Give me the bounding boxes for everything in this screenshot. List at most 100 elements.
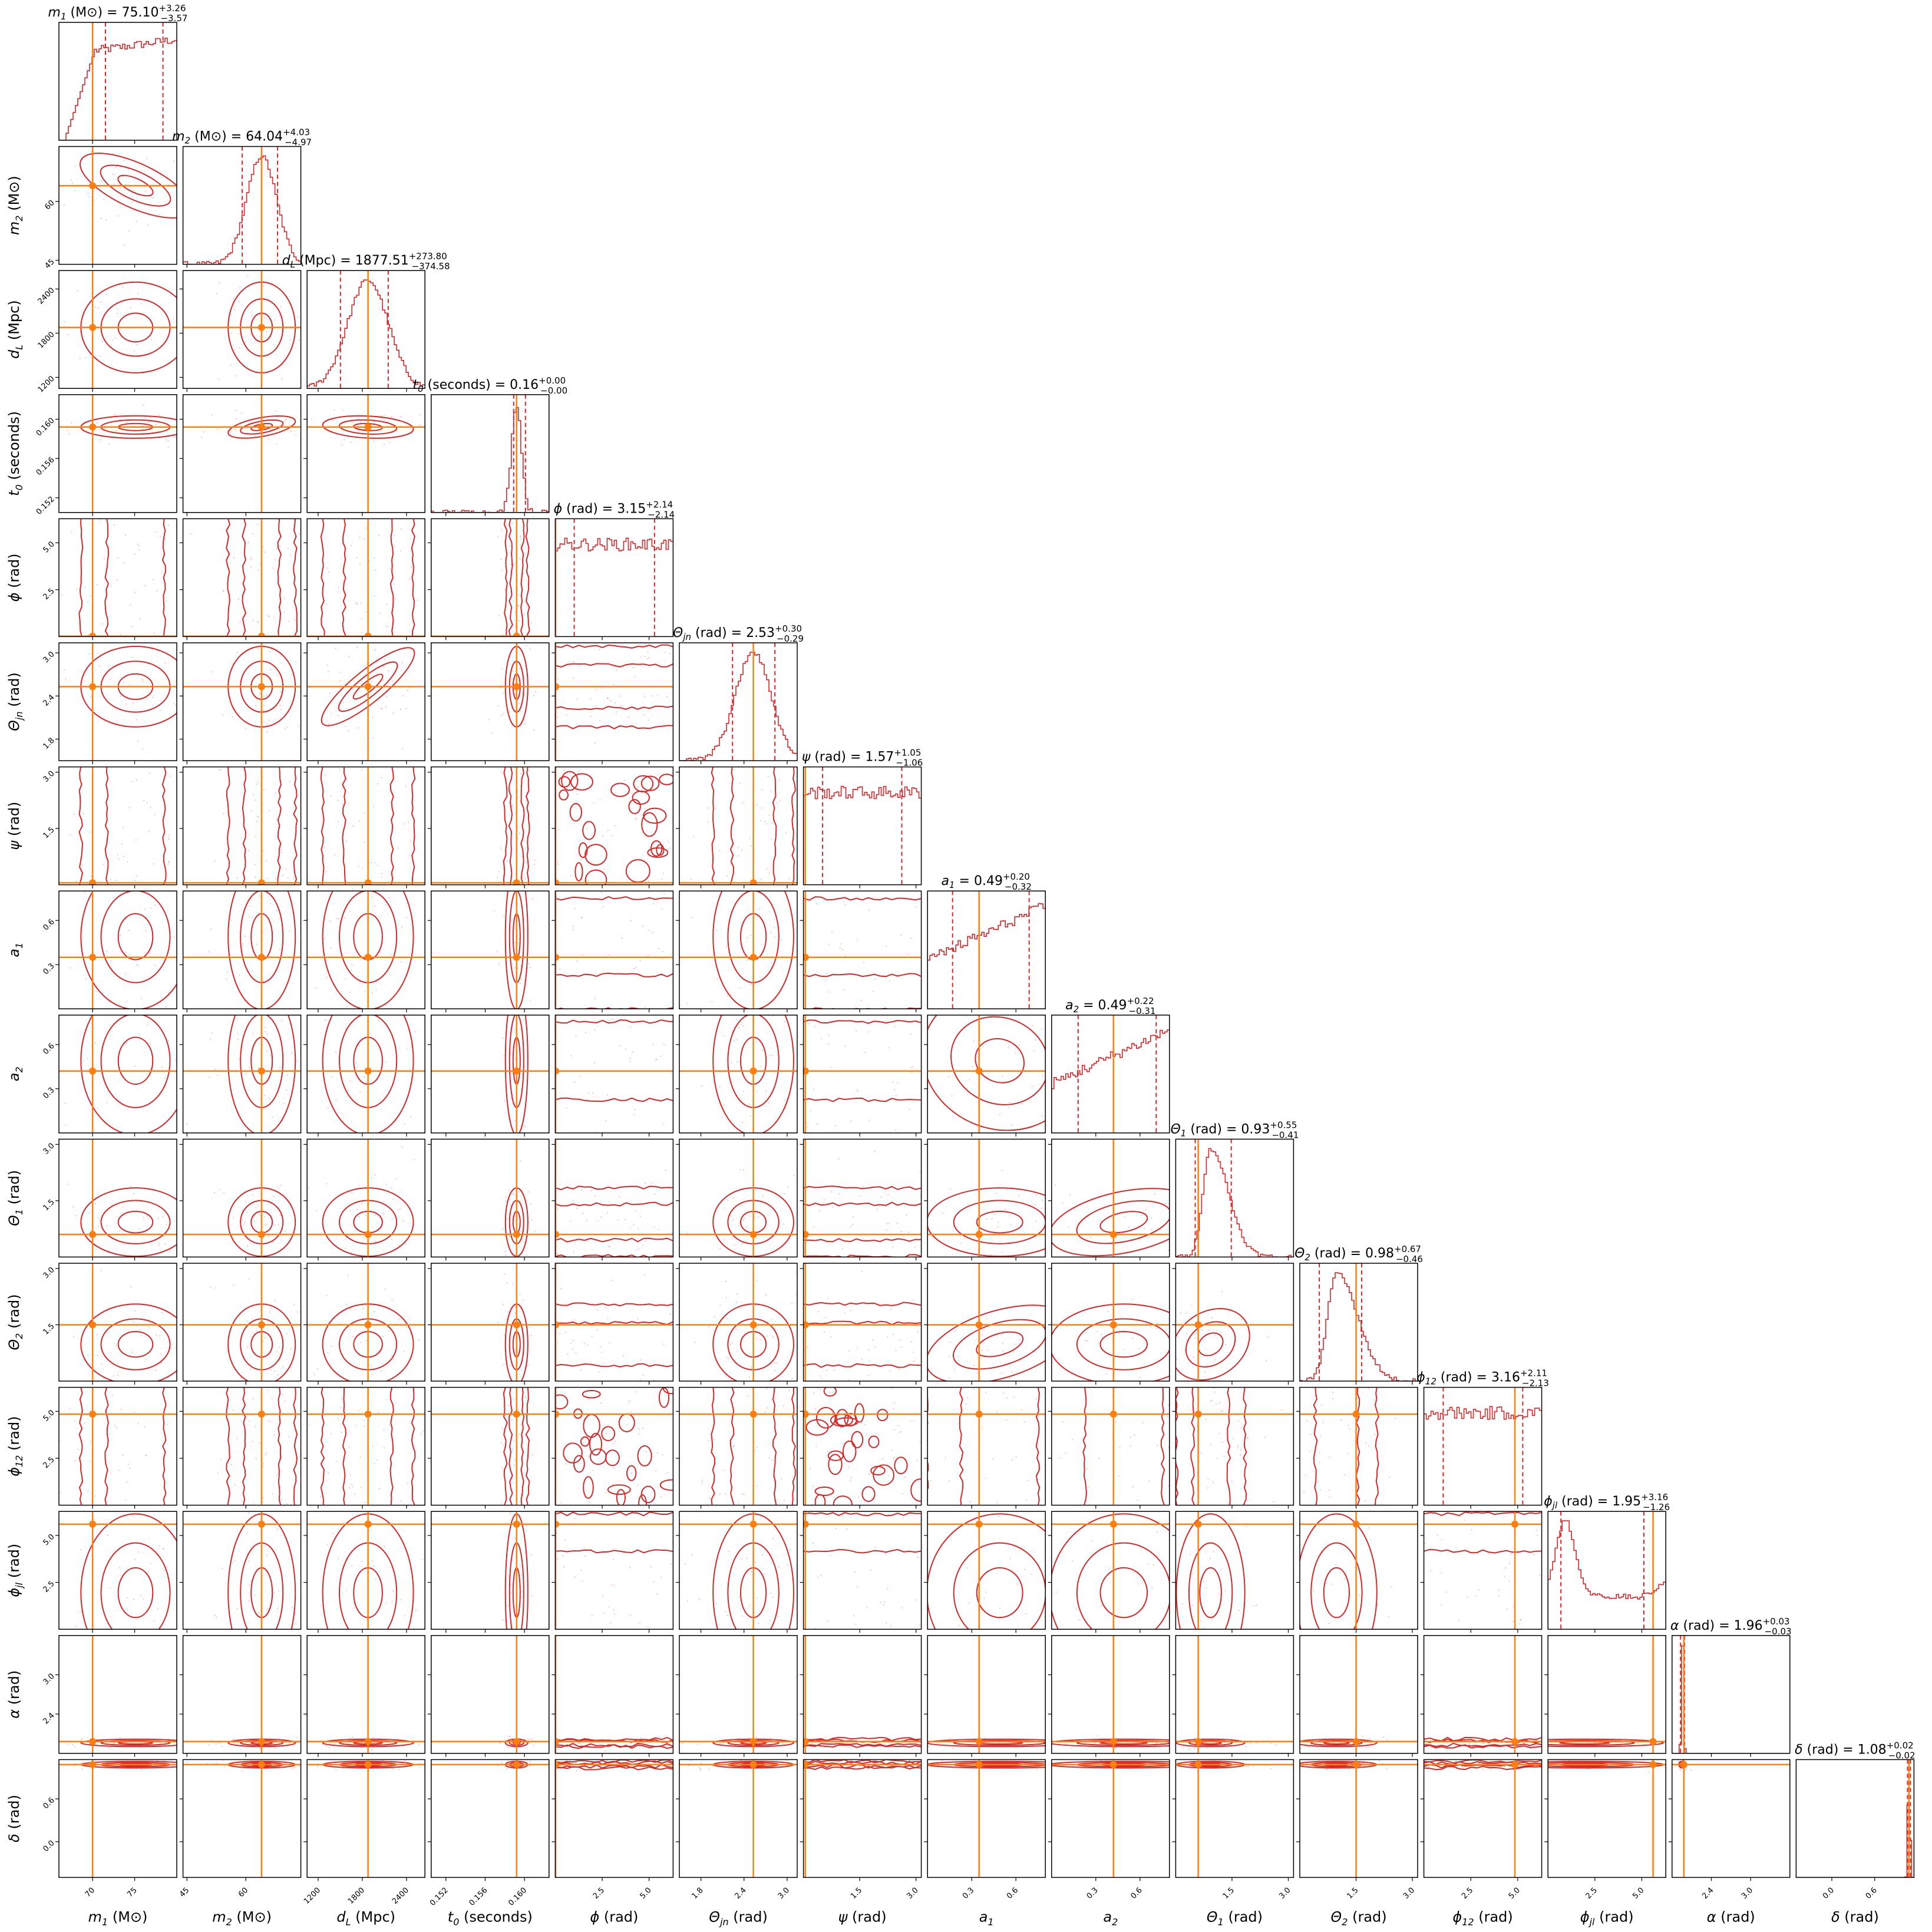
scatter-point <box>633 1260 635 1261</box>
scatter-point <box>829 1392 831 1393</box>
scatter-point <box>1181 1251 1183 1253</box>
scatter-point <box>389 567 391 570</box>
scatter-point <box>891 1449 893 1451</box>
scatter-point <box>1264 1436 1266 1438</box>
scatter-point <box>246 1346 249 1348</box>
scatter-point <box>1055 1184 1056 1186</box>
scatter-point <box>89 595 91 597</box>
scatter-point <box>256 416 257 417</box>
scatter-point <box>691 1554 693 1555</box>
y-tick-label: 2.5 <box>41 587 56 602</box>
scatter-point <box>193 1749 194 1750</box>
scatter-point <box>108 443 110 445</box>
y-tick-label: 2.5 <box>41 1455 56 1470</box>
scatter-point <box>204 948 206 949</box>
contour-blob <box>637 1445 652 1467</box>
contour-band-1 <box>555 1744 673 1749</box>
scatter-point <box>1147 1564 1150 1566</box>
scatter-point <box>1089 1263 1091 1264</box>
contour-level-1 <box>338 661 398 712</box>
scatter-point <box>1157 1697 1158 1699</box>
scatter-point <box>800 1409 801 1410</box>
scatter-point <box>513 1439 514 1441</box>
scatter-point <box>373 595 375 597</box>
panel-psi-vs-phi <box>551 766 674 889</box>
scatter-point <box>510 1013 511 1015</box>
contour-band-1 <box>189 1388 191 1505</box>
scatter-point <box>578 770 580 772</box>
scatter-point <box>472 1056 473 1058</box>
scatter-point <box>513 848 514 850</box>
panel-theta2-vs-a2 <box>1048 1263 1212 1385</box>
scatter-point <box>118 1469 120 1471</box>
scatter-point <box>209 1038 212 1040</box>
scatter-point <box>375 1578 377 1580</box>
scatter-point <box>1008 1107 1010 1109</box>
scatter-point <box>90 1441 91 1442</box>
scatter-point <box>413 1385 414 1386</box>
scatter-point <box>1002 1342 1003 1344</box>
scatter-point <box>886 1667 887 1669</box>
scatter-point <box>884 1601 886 1603</box>
title-psi: ψ (rad) = 1.57+1.05 −1.06 <box>802 748 923 768</box>
scatter-point <box>1220 1410 1222 1412</box>
scatter-point <box>942 1547 943 1548</box>
scatter-point <box>811 1217 813 1218</box>
scatter-point <box>257 648 259 650</box>
scatter-point <box>1085 1339 1086 1342</box>
scatter-point <box>648 955 649 956</box>
scatter-point <box>503 1364 505 1366</box>
scatter-point <box>885 1621 887 1624</box>
scatter-point <box>715 1463 717 1465</box>
scatter-point <box>145 1231 147 1234</box>
scatter-point <box>158 1243 160 1244</box>
scatter-point <box>147 421 149 424</box>
scatter-point <box>761 1682 762 1683</box>
scatter-point <box>660 908 663 910</box>
scatter-point <box>520 1076 522 1079</box>
scatter-point <box>762 1554 764 1555</box>
scatter-point <box>1107 1336 1108 1337</box>
scatter-point <box>276 1351 278 1353</box>
scatter-point <box>791 1378 793 1379</box>
scatter-point <box>355 602 358 604</box>
scatter-point <box>357 416 359 418</box>
scatter-point <box>820 1574 822 1577</box>
scatter-point <box>224 715 225 716</box>
scatter-point <box>125 1499 127 1501</box>
scatter-point <box>280 851 282 854</box>
truth-point <box>513 1067 520 1075</box>
scatter-point <box>846 1306 847 1308</box>
scatter-point <box>241 1210 243 1211</box>
scatter-point <box>507 1605 508 1607</box>
contour-blob <box>570 773 593 791</box>
scatter-point <box>89 1460 91 1462</box>
histogram-theta1 <box>1175 1148 1294 1257</box>
contour-band-1 <box>78 518 84 637</box>
scatter-point <box>1205 1551 1207 1553</box>
scatter-point <box>270 1636 271 1637</box>
scatter-point <box>775 1274 777 1275</box>
scatter-point <box>573 1340 574 1342</box>
scatter-point <box>278 533 279 534</box>
scatter-point <box>1211 1299 1212 1300</box>
scatter-point <box>501 570 503 572</box>
scatter-point <box>315 1739 316 1741</box>
scatter-point <box>246 1320 248 1322</box>
scatter-point <box>623 780 626 781</box>
panel-theta2-vs-theta1 <box>1172 1261 1294 1385</box>
scatter-point <box>563 1566 565 1568</box>
scatter-point <box>409 1068 411 1070</box>
scatter-point <box>251 315 253 316</box>
scatter-point <box>756 804 758 806</box>
scatter-point <box>326 567 328 569</box>
scatter-point <box>170 812 171 813</box>
scatter-point <box>782 1405 784 1406</box>
scatter-point <box>893 1437 894 1438</box>
scatter-point <box>904 1476 906 1478</box>
scatter-point <box>1239 1261 1240 1262</box>
scatter-point <box>635 1385 636 1386</box>
truth-point <box>257 1520 265 1528</box>
truth-point <box>513 683 520 691</box>
scatter-point <box>663 1044 665 1046</box>
